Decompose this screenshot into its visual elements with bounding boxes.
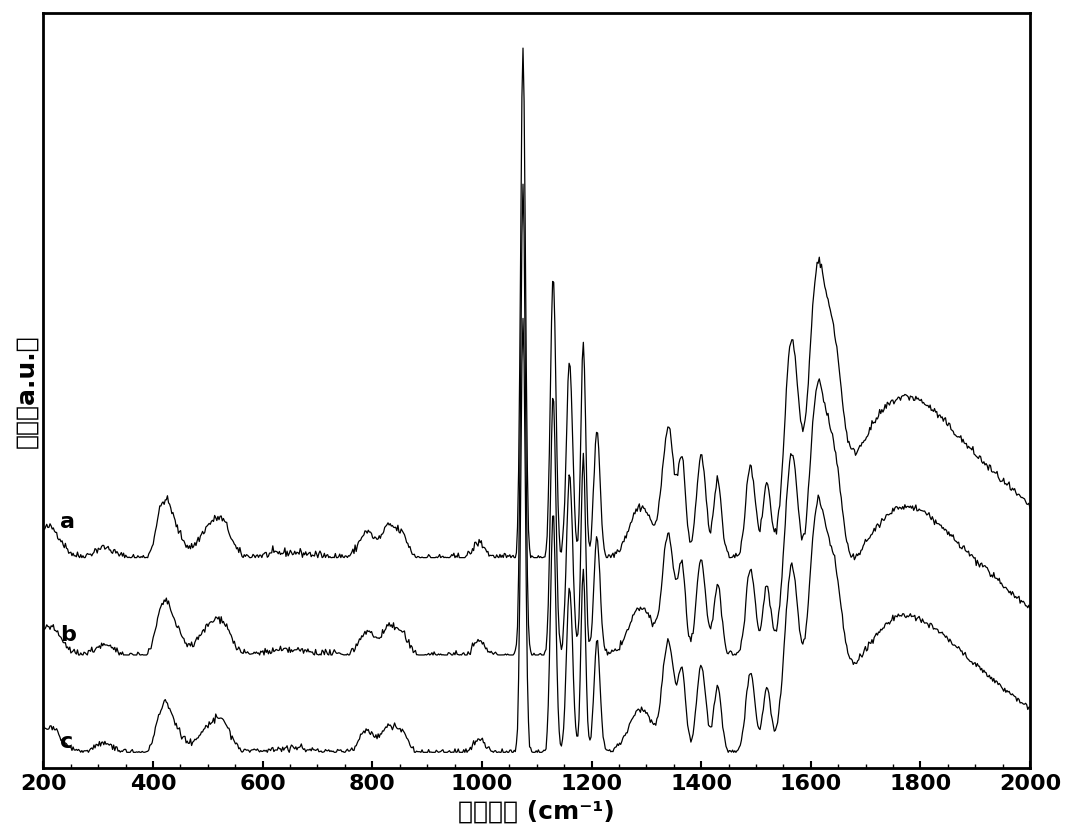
Y-axis label: 强度（a.u.）: 强度（a.u.） — [14, 334, 38, 447]
X-axis label: 拉曼位移 (cm⁻¹): 拉曼位移 (cm⁻¹) — [458, 798, 615, 822]
Text: a: a — [60, 512, 75, 531]
Text: c: c — [60, 732, 73, 752]
Text: b: b — [60, 624, 75, 644]
